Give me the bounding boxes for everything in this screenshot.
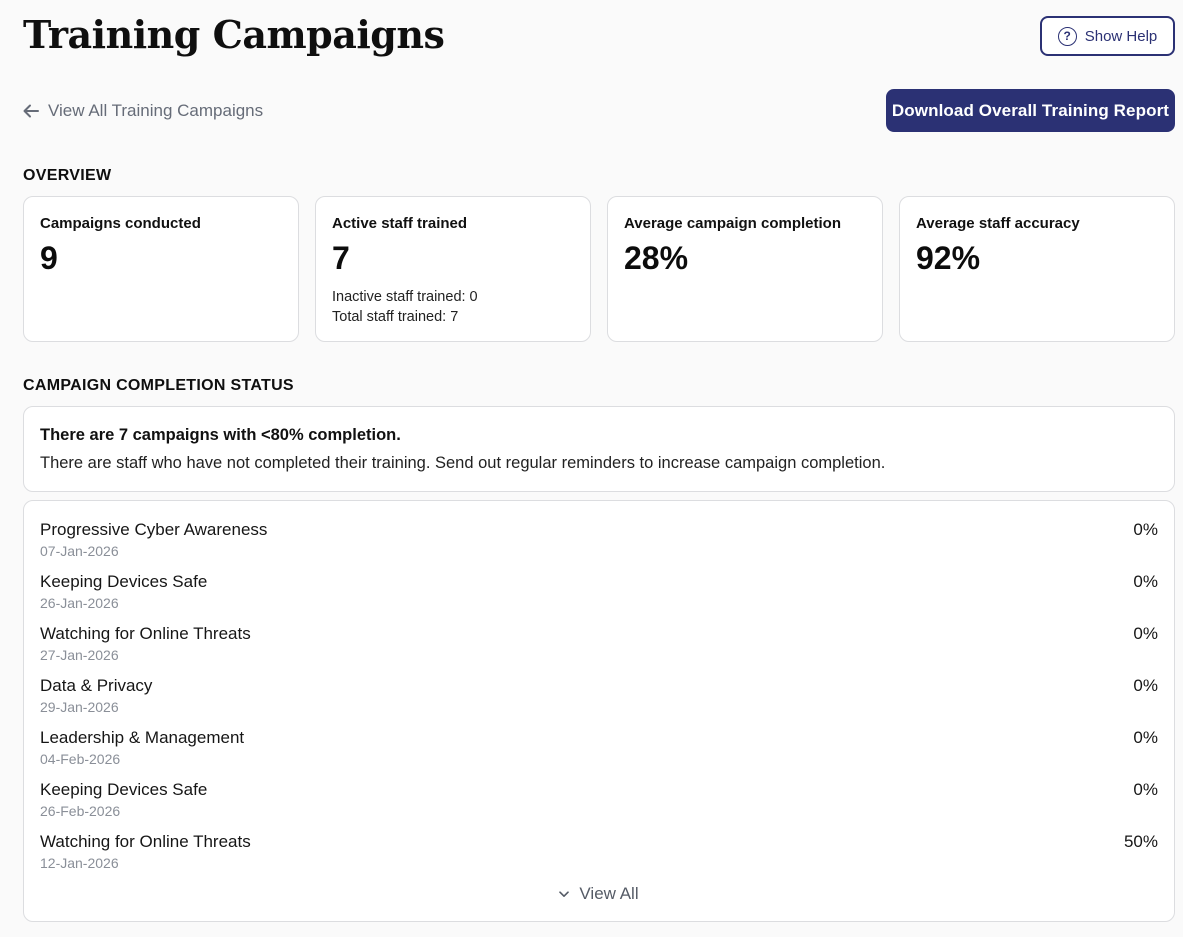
completion-status-heading: CAMPAIGN COMPLETION STATUS [23,377,294,394]
card-subtext: Inactive staff trained: 0 Total staff tr… [332,287,574,327]
question-circle-icon: ? [1057,26,1077,46]
campaign-row[interactable]: Leadership & Management 04-Feb-2026 0% [40,728,1158,772]
campaign-name: Data & Privacy [40,676,153,695]
campaign-completion: 0% [1133,624,1158,643]
alert-title: There are 7 campaigns with <80% completi… [40,426,401,444]
campaign-completion: 0% [1133,780,1158,799]
campaign-date: 12-Jan-2026 [40,855,119,871]
overview-heading: OVERVIEW [23,167,112,184]
arrow-left-icon [23,104,39,118]
download-report-button[interactable]: Download Overall Training Report [886,89,1175,132]
campaign-date: 26-Feb-2026 [40,803,121,819]
campaign-name: Watching for Online Threats [40,624,251,643]
chevron-down-icon [559,890,570,897]
campaign-row[interactable]: Watching for Online Threats 27-Jan-2026 … [40,624,1158,668]
campaign-completion: 50% [1123,832,1158,851]
page-title: Training Campaigns [23,12,445,57]
campaign-list: Progressive Cyber Awareness 07-Jan-2026 … [23,500,1175,922]
alert-text: There are staff who have not completed t… [40,454,886,472]
campaign-row[interactable]: Keeping Devices Safe 26-Jan-2026 0% [40,572,1158,616]
card-value: 28% [624,240,689,276]
campaign-name: Keeping Devices Safe [40,780,208,799]
campaign-completion: 0% [1133,676,1158,695]
average-accuracy-card: Average staff accuracy 92% [899,196,1175,342]
inactive-staff-text: Inactive staff trained: 0 [332,289,478,305]
show-help-button[interactable]: ? Show Help [1040,16,1175,56]
view-all-label: View All [579,884,639,903]
campaign-completion: 0% [1133,728,1158,747]
back-link-label: View All Training Campaigns [48,101,264,120]
active-staff-trained-card: Active staff trained 7 Inactive staff tr… [315,196,591,342]
campaign-row[interactable]: Data & Privacy 29-Jan-2026 0% [40,676,1158,720]
view-all-campaigns-link[interactable]: View All Training Campaigns [23,100,263,122]
campaign-name: Keeping Devices Safe [40,572,208,591]
campaign-row[interactable]: Watching for Online Threats 12-Jan-2026 … [40,832,1158,876]
card-label: Average staff accuracy [916,215,1080,232]
campaign-completion: 0% [1133,520,1158,539]
card-value: 9 [40,240,58,276]
completion-alert: There are 7 campaigns with <80% completi… [23,406,1175,492]
card-label: Campaigns conducted [40,215,201,232]
campaign-name: Watching for Online Threats [40,832,251,851]
card-value: 92% [916,240,981,276]
campaign-date: 26-Jan-2026 [40,595,119,611]
average-completion-card: Average campaign completion 28% [607,196,883,342]
card-label: Active staff trained [332,215,468,232]
view-all-button[interactable]: View All [24,884,1174,904]
campaign-date: 07-Jan-2026 [40,543,119,559]
campaign-completion: 0% [1133,572,1158,591]
card-label: Average campaign completion [624,215,842,232]
campaign-row[interactable]: Progressive Cyber Awareness 07-Jan-2026 … [40,520,1158,564]
campaign-row[interactable]: Keeping Devices Safe 26-Feb-2026 0% [40,780,1158,824]
campaign-date: 04-Feb-2026 [40,751,121,767]
card-value: 7 [332,240,350,276]
total-staff-text: Total staff trained: 7 [332,309,459,325]
campaign-name: Leadership & Management [40,728,245,747]
campaign-date: 27-Jan-2026 [40,647,119,663]
show-help-label: Show Help [1084,27,1158,45]
campaign-date: 29-Jan-2026 [40,699,119,715]
campaigns-conducted-card: Campaigns conducted 9 [23,196,299,342]
campaign-name: Progressive Cyber Awareness [40,520,268,539]
